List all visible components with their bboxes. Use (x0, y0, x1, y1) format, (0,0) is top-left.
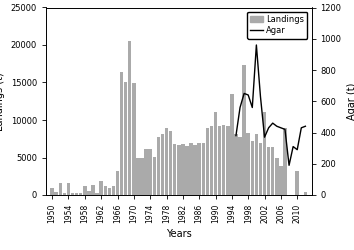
Bar (230, 94, 234, 195)
Bar (246, 133, 250, 195)
Bar (234, 134, 238, 195)
Agar (254, 44, 258, 46)
Bar (87, 191, 91, 195)
Bar (259, 142, 262, 195)
Agar (238, 106, 242, 109)
Bar (63, 193, 66, 195)
Bar (263, 112, 266, 195)
Bar (242, 64, 246, 195)
Agar (262, 136, 267, 139)
Agar (267, 126, 271, 129)
X-axis label: Years: Years (166, 229, 192, 239)
Bar (91, 184, 95, 195)
Y-axis label: Landings (t): Landings (t) (0, 72, 5, 130)
Bar (153, 157, 156, 195)
Agar (258, 95, 263, 98)
Bar (128, 40, 131, 195)
Agar (291, 145, 295, 148)
Bar (206, 128, 209, 195)
Bar (251, 141, 254, 195)
Bar (181, 144, 184, 195)
Bar (201, 143, 205, 195)
Bar (55, 192, 58, 195)
Bar (75, 193, 78, 195)
Agar (234, 134, 238, 137)
Bar (136, 158, 140, 195)
Bar (112, 186, 115, 195)
Bar (140, 158, 144, 195)
Bar (283, 128, 287, 195)
Bar (79, 193, 82, 195)
Bar (103, 186, 107, 195)
Agar (270, 122, 275, 124)
Legend: Landings, Agar: Landings, Agar (247, 12, 307, 39)
Agar (242, 92, 246, 95)
Bar (116, 171, 119, 195)
Bar (95, 193, 99, 195)
Bar (185, 146, 189, 195)
Agar (303, 125, 308, 128)
Bar (296, 171, 299, 195)
Bar (177, 145, 181, 195)
Agar (283, 128, 287, 131)
Bar (148, 148, 152, 195)
Bar (214, 112, 217, 195)
Bar (173, 144, 176, 195)
Bar (218, 126, 221, 195)
Agar (279, 126, 283, 129)
Bar (58, 183, 62, 195)
Bar (304, 192, 307, 195)
Bar (189, 142, 193, 195)
Bar (275, 158, 279, 195)
Bar (238, 137, 242, 195)
Bar (198, 142, 201, 195)
Bar (132, 83, 136, 195)
Line: Agar: Agar (236, 45, 306, 165)
Agar (250, 106, 255, 109)
Bar (255, 134, 258, 195)
Agar (299, 126, 303, 129)
Agar (246, 94, 250, 96)
Bar (210, 126, 213, 195)
Agar (287, 164, 291, 167)
Bar (226, 126, 229, 195)
Bar (144, 149, 148, 195)
Bar (279, 166, 282, 195)
Bar (222, 125, 225, 195)
Bar (161, 134, 164, 195)
Bar (83, 186, 87, 195)
Agar (295, 148, 299, 151)
Y-axis label: Agar (t): Agar (t) (347, 82, 354, 120)
Bar (165, 128, 168, 195)
Agar (275, 125, 279, 128)
Bar (271, 147, 274, 195)
Bar (267, 147, 270, 195)
Bar (71, 193, 74, 195)
Bar (50, 188, 54, 195)
Bar (67, 183, 70, 195)
Bar (108, 188, 111, 195)
Bar (169, 130, 172, 195)
Bar (156, 136, 160, 195)
Bar (124, 82, 127, 195)
Bar (120, 72, 123, 195)
Bar (99, 181, 103, 195)
Bar (193, 145, 197, 195)
